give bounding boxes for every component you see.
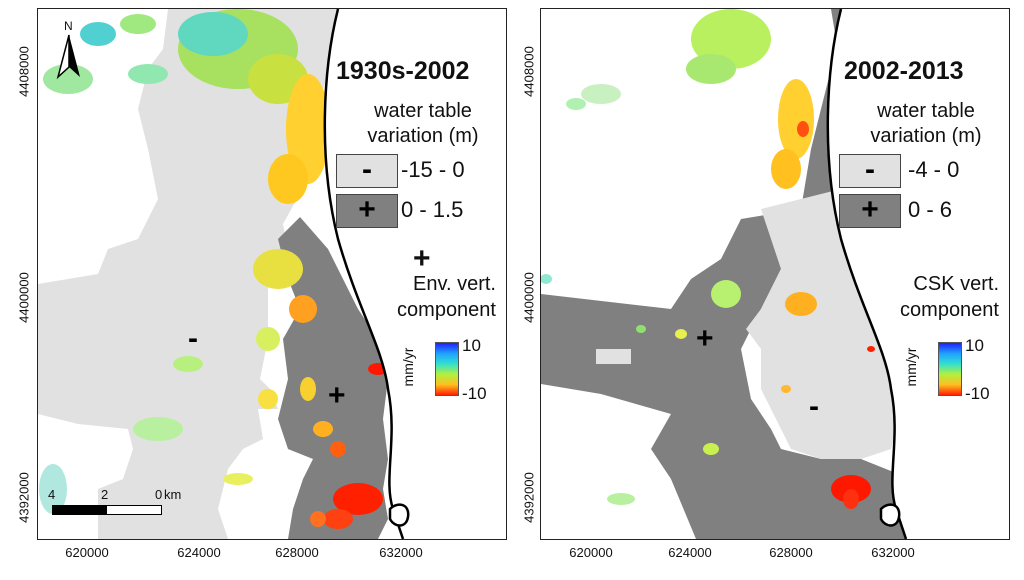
x-tick-620000: 620000 bbox=[65, 545, 109, 560]
y-tick-4408000: 4408000 bbox=[16, 46, 32, 97]
map-left-canvas bbox=[38, 9, 506, 539]
x-tick-624000: 624000 bbox=[177, 545, 221, 560]
x-tick-632000: 632000 bbox=[379, 545, 423, 560]
minus-sign: - bbox=[809, 390, 819, 423]
legend-positive-range: 0 - 1.5 bbox=[401, 197, 464, 222]
negative-zone-small bbox=[596, 349, 631, 364]
map-right-canvas bbox=[541, 9, 1009, 539]
x-tick-624000-right: 624000 bbox=[668, 545, 712, 560]
scale-label-2: 2 bbox=[101, 487, 109, 502]
plus-sign: + bbox=[328, 379, 346, 412]
legend-positive-swatch: + bbox=[839, 193, 901, 228]
coastline bbox=[826, 9, 908, 539]
colorbar-min: -10 bbox=[462, 384, 487, 403]
north-label: N bbox=[64, 19, 73, 33]
coastline bbox=[323, 9, 405, 539]
colorbar-unit: mm/yr bbox=[903, 347, 919, 387]
y-tick-4400000: 4400000 bbox=[16, 272, 32, 323]
legend-positive-range: 0 - 6 bbox=[908, 197, 953, 222]
legend-negative-swatch: - bbox=[839, 153, 901, 188]
positive-zone bbox=[541, 9, 921, 539]
x-tick-632000-right: 632000 bbox=[871, 545, 915, 560]
plus-sign: + bbox=[696, 322, 714, 355]
legend-plus-mark: + bbox=[413, 242, 431, 275]
legend-title: water table variation (m) bbox=[367, 100, 479, 147]
scale-label-4: 4 bbox=[48, 487, 56, 502]
minus-sign: - bbox=[188, 322, 198, 355]
y-tick-4408000-right: 4408000 bbox=[521, 46, 537, 97]
component-label: Env. vert. component bbox=[397, 273, 496, 321]
x-tick-628000: 628000 bbox=[275, 545, 319, 560]
colorbar-max: 10 bbox=[965, 336, 984, 355]
panel-title: 1930s-2002 bbox=[336, 57, 470, 85]
sea bbox=[324, 9, 506, 539]
legend-title: water table variation (m) bbox=[870, 100, 982, 147]
colorbar-unit: mm/yr bbox=[400, 347, 416, 387]
map-panel-2002-2013: + - 2002-2013 water table variation (m) … bbox=[540, 8, 1010, 540]
y-tick-4392000: 4392000 bbox=[16, 472, 32, 523]
north-arrow-icon bbox=[56, 34, 80, 80]
legend-negative-range: -4 - 0 bbox=[908, 157, 960, 182]
component-label: CSK vert. component bbox=[900, 273, 999, 321]
insar-points bbox=[39, 9, 388, 529]
y-tick-4400000-right: 4400000 bbox=[521, 272, 537, 323]
x-tick-620000-right: 620000 bbox=[569, 545, 613, 560]
legend-negative-swatch: - bbox=[336, 153, 398, 188]
scale-label-0: 0 bbox=[155, 487, 163, 502]
colorbar-max: 10 bbox=[462, 336, 481, 355]
sea bbox=[827, 9, 1009, 539]
colorbar bbox=[435, 342, 459, 396]
harbour bbox=[879, 503, 901, 527]
legend-negative-range: -15 - 0 bbox=[401, 157, 465, 182]
legend-positive-swatch: + bbox=[336, 193, 398, 228]
colorbar bbox=[938, 342, 962, 396]
scale-bar bbox=[52, 505, 162, 515]
scale-unit: km bbox=[164, 487, 182, 502]
insar-points bbox=[541, 9, 875, 509]
x-tick-628000-right: 628000 bbox=[769, 545, 813, 560]
panel-title: 2002-2013 bbox=[844, 57, 964, 85]
y-tick-4392000-right: 4392000 bbox=[521, 472, 537, 523]
colorbar-min: -10 bbox=[965, 384, 990, 403]
map-panel-1930s-2002: N 4 2 0 km - + 1930s-2002 water table va… bbox=[37, 8, 507, 540]
harbour bbox=[388, 503, 410, 527]
